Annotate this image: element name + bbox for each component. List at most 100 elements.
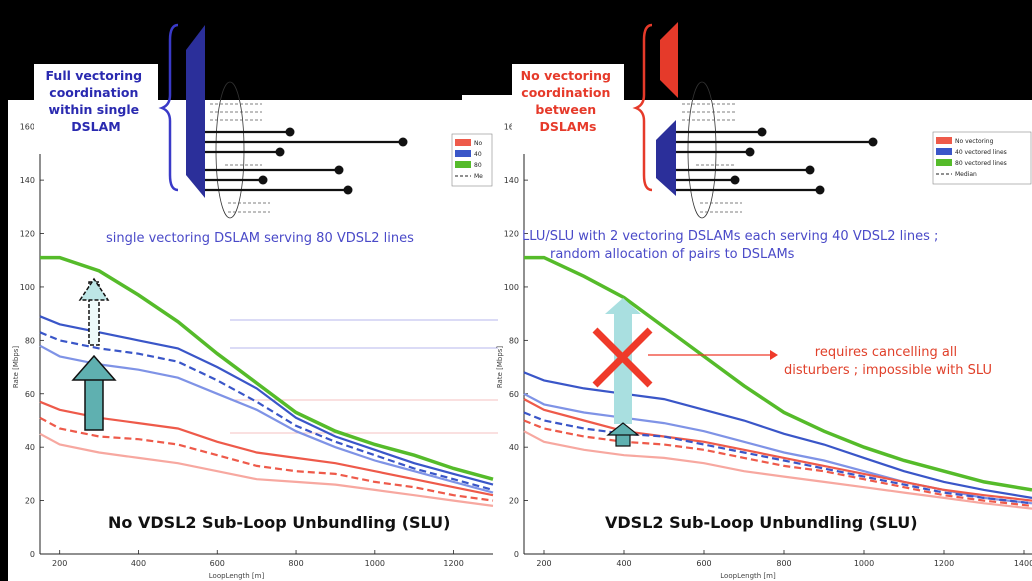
y-tick-label: 20 <box>509 497 519 506</box>
cable-bundle-icon-right <box>687 81 717 219</box>
left-callout-box <box>34 64 158 154</box>
cable-bundle-icon <box>215 81 245 219</box>
x-tick-label: 1000 <box>854 559 874 568</box>
y-tick-label: 40 <box>25 443 35 452</box>
legend-swatch <box>455 150 471 157</box>
x-tick-label: 200 <box>536 559 551 568</box>
right-chart: 0 20 40 60 80 100 120 140 160 200 400 600 800 1000 120… <box>496 123 1032 580</box>
y-tick-label: 40 <box>509 443 519 452</box>
legend-label: 80 vectored lines <box>955 160 1007 167</box>
right-blocked-arrows <box>592 298 778 447</box>
left-caption: No VDSL2 Sub-Loop Unbundling (SLU) <box>108 513 450 532</box>
x-tick-label: 1000 <box>365 559 385 568</box>
y-tick-label: 140 <box>20 176 35 185</box>
y-axis-label: Rate [Mbps] <box>496 346 504 389</box>
left-dashed-stubs <box>210 103 270 213</box>
requires-line-1: requires cancelling all <box>815 345 957 360</box>
y-tick-label: 80 <box>509 336 519 345</box>
left-subscriber-dots <box>258 127 408 195</box>
legend-box <box>932 131 1032 185</box>
left-callout-line-3: within single <box>49 102 140 117</box>
legend-swatch <box>455 161 471 168</box>
blocked-arrow-shaft <box>614 312 632 424</box>
left-brace-icon <box>158 23 179 192</box>
left-callout-line-2: coordination <box>49 85 138 100</box>
series-line <box>523 398 1032 502</box>
right-dslam-graphic <box>632 22 878 219</box>
y-tick-label: 60 <box>25 390 35 399</box>
right-callout-line-3: between <box>535 102 596 117</box>
solid-arrow-up-icon <box>71 354 117 381</box>
legend-swatch <box>936 159 952 166</box>
series-line <box>39 331 494 491</box>
x-tick-label: 1200 <box>443 559 463 568</box>
left-callout-line-1: Full vectoring <box>46 68 143 83</box>
y-tick-label: 160 <box>20 123 35 132</box>
right-callout-text: No vectoring coordination between DSLAMs <box>521 68 616 134</box>
series-line <box>39 432 494 507</box>
legend-label: No <box>474 140 482 147</box>
left-black-edge <box>0 0 8 581</box>
y-tick-label: 100 <box>504 283 519 292</box>
series-line <box>523 419 1032 507</box>
x-tick-label: 800 <box>288 559 303 568</box>
legend-label: 40 vectored lines <box>955 149 1007 156</box>
legend-swatch <box>936 137 952 144</box>
right-note-line-2: random allocation of pairs to DSLAMs <box>550 247 795 262</box>
right-callout-line-4: DSLAMs <box>540 119 597 134</box>
legend-label: 80 <box>474 162 482 169</box>
right-callout-line-2: coordination <box>521 85 610 100</box>
pointer-arrow-icon <box>770 350 778 360</box>
y-tick-label: 100 <box>20 283 35 292</box>
x-axis-label: LoopLength [m] <box>720 572 776 580</box>
legend-label: 40 <box>474 151 482 158</box>
left-panel-bg <box>8 100 498 581</box>
series-line <box>40 255 494 481</box>
legend-label: No vectoring <box>955 138 994 145</box>
cross-icon-b <box>592 327 653 388</box>
legend-label: Me <box>474 173 483 180</box>
left-subscriber-lines <box>205 130 403 192</box>
series-line <box>39 416 494 502</box>
y-tick-label: 120 <box>20 230 35 239</box>
series-line <box>523 430 1032 510</box>
upper-dslam-icon <box>660 22 678 98</box>
x-tick-label: 800 <box>776 559 791 568</box>
x-tick-label: 600 <box>210 559 225 568</box>
dashed-arrow-up-icon <box>78 277 110 301</box>
y-tick-label: 20 <box>25 497 35 506</box>
y-tick-label: 60 <box>509 390 519 399</box>
y-tick-label: 120 <box>504 230 519 239</box>
series-line <box>523 411 1032 505</box>
y-tick-label: 0 <box>30 550 35 559</box>
right-brace-icon <box>632 23 653 192</box>
blocked-arrow-head-icon <box>605 298 641 314</box>
left-note: single vectoring DSLAM serving 80 VDSL2 … <box>106 231 414 246</box>
y-tick-label: 140 <box>504 176 519 185</box>
x-tick-label: 600 <box>696 559 711 568</box>
y-tick-label: 80 <box>25 336 35 345</box>
series-line <box>524 255 1032 492</box>
left-dslam-graphic <box>158 23 408 219</box>
legend-label: Median <box>955 171 977 178</box>
legend-swatch <box>936 148 952 155</box>
y-tick-label: 0 <box>514 550 519 559</box>
x-tick-label: 400 <box>131 559 146 568</box>
y-tick-label: 160 <box>504 123 519 132</box>
right-subscriber-lines <box>676 130 873 192</box>
right-dashed-stubs <box>682 103 742 213</box>
right-subscriber-dots <box>730 127 878 195</box>
y-axis-label: Rate [Mbps] <box>12 346 20 389</box>
requires-line-2: disturbers ; impossible with SLU <box>784 363 992 378</box>
right-note-line-1: LLU/SLU with 2 vectoring DSLAMs each ser… <box>522 229 938 244</box>
left-callout-line-4: DSLAM <box>71 119 120 134</box>
solid-arrow-shaft <box>84 377 104 431</box>
legend-swatch <box>455 139 471 146</box>
right-callout-line-1: No vectoring <box>521 68 611 83</box>
left-dslam-icon <box>186 25 205 198</box>
left-upgrade-arrows <box>71 277 117 431</box>
x-tick-label: 1200 <box>934 559 954 568</box>
left-chart: 0 20 40 60 80 100 120 140 160 200 400 600 800 1000 120… <box>12 123 494 580</box>
